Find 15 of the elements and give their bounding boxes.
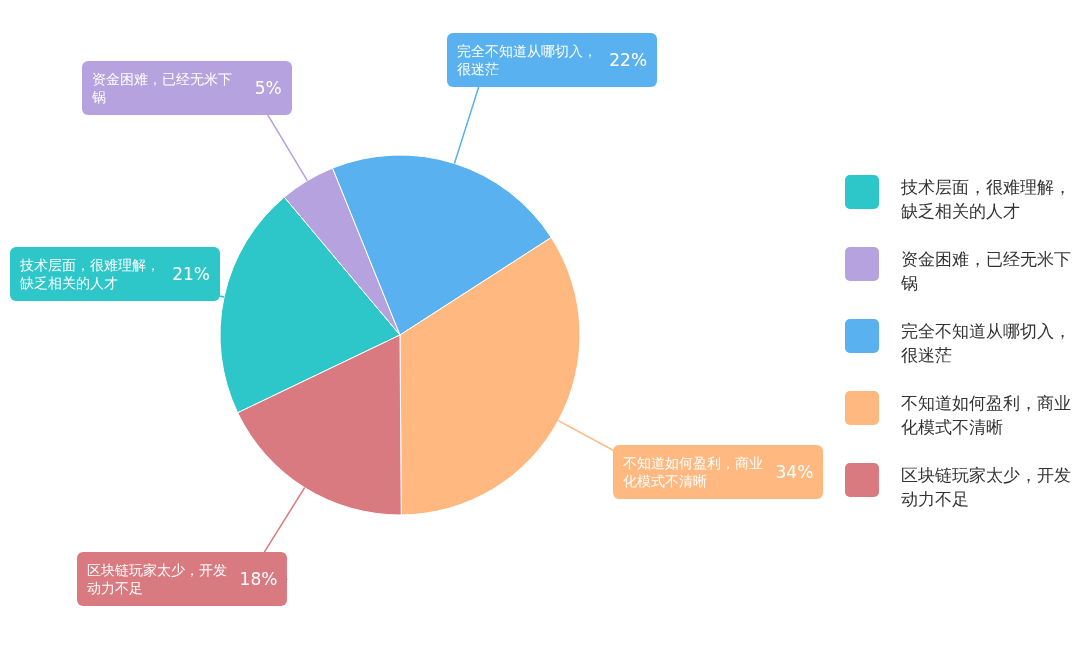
data-label: 34% — [775, 461, 814, 482]
slice-label: 技术层面，很难理解，缺乏相关的人才 — [20, 256, 160, 293]
legend-label: 资金困难，已经无米下锅 — [901, 248, 1072, 295]
legend-label: 不知道如何盈利，商业化模式不清晰 — [901, 392, 1072, 439]
slice-label: 区块链玩家太少，开发动力不足 — [87, 561, 228, 598]
legend-label: 区块链玩家太少，开发动力不足 — [901, 464, 1072, 511]
category-label: 资金困难，已经无米下锅 — [91, 71, 232, 106]
slice-label: 完全不知道从哪切入，很迷茫 — [457, 42, 598, 79]
legend-label: 完全不知道从哪切入，很迷茫 — [901, 320, 1072, 367]
slice-label: 不知道如何盈利，商业化模式不清晰 — [623, 453, 764, 490]
legend-label: 技术层面，很难理解，缺乏相关的人才 — [901, 176, 1072, 223]
data-label: 5% — [254, 78, 282, 99]
data-label: 18% — [239, 569, 278, 590]
data-label: 21% — [172, 264, 210, 285]
data-label: 22% — [609, 50, 648, 71]
